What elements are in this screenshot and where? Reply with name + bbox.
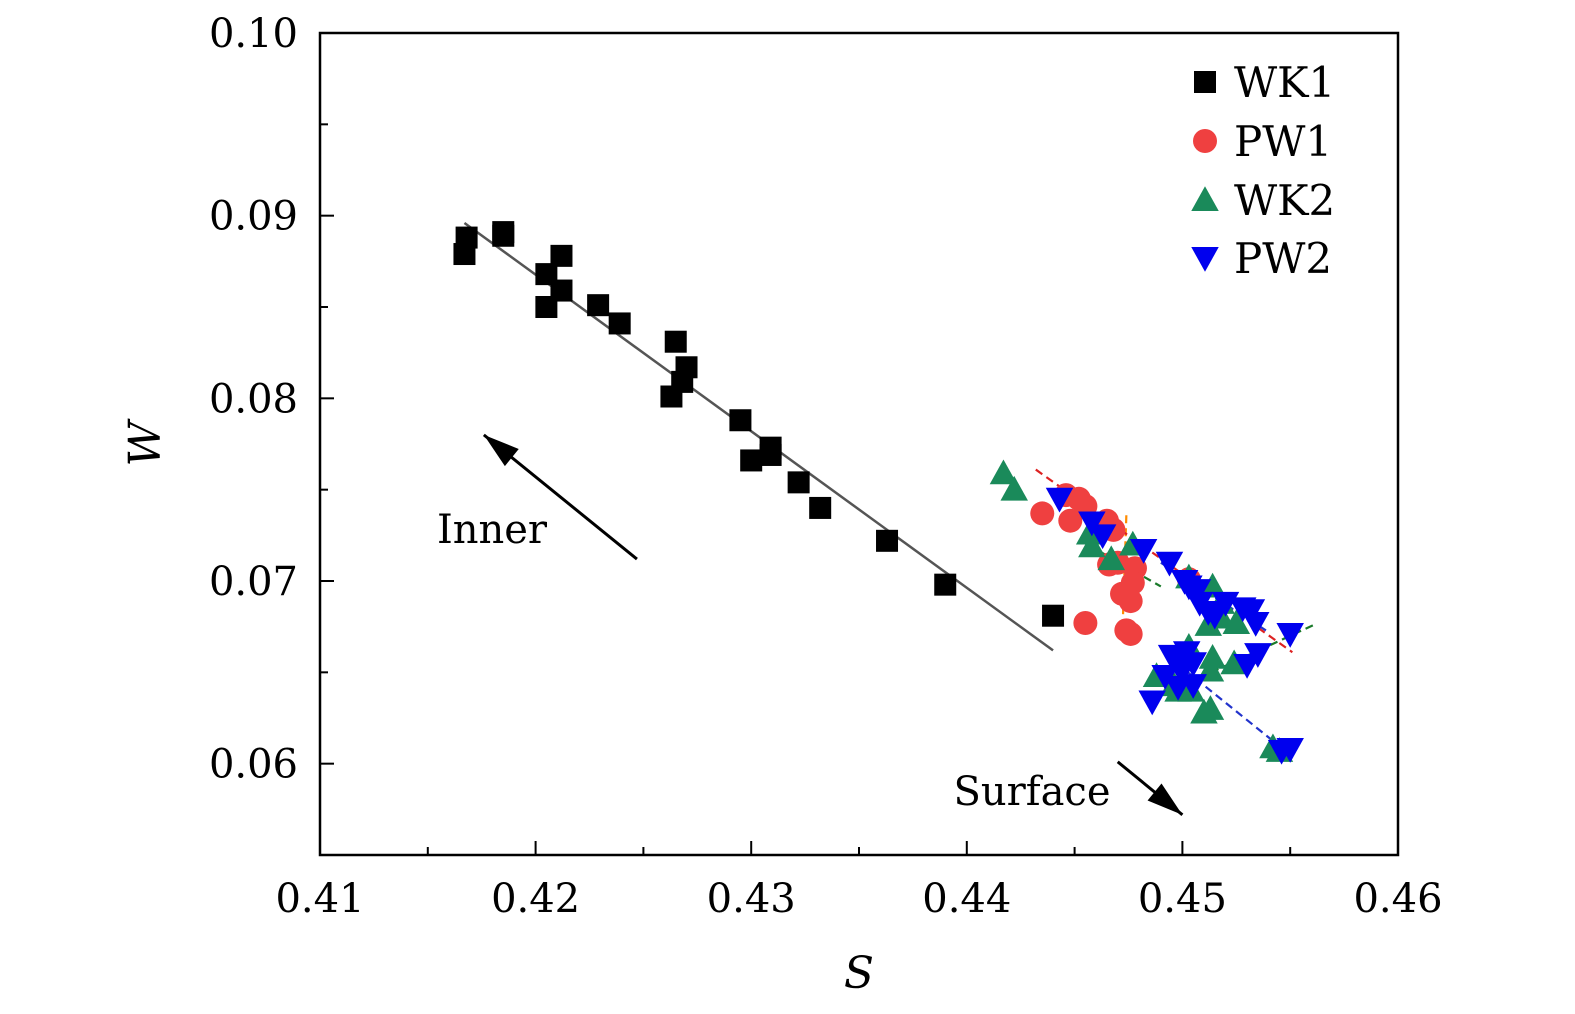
point-wk2-1 xyxy=(1000,475,1028,501)
point-wk2-4 xyxy=(1097,545,1126,571)
inner-arrow-head xyxy=(483,434,519,467)
annotations: Inner Surface xyxy=(437,433,1184,816)
point-wk1-1 xyxy=(455,226,478,249)
point-wk1-17 xyxy=(759,443,782,466)
y-tick-label: 0.07 xyxy=(209,559,298,605)
point-wk1-13 xyxy=(675,356,698,379)
point-wk1-15 xyxy=(740,449,763,472)
series-pw2 xyxy=(1045,487,1304,765)
y-tick-label: 0.10 xyxy=(209,11,298,57)
point-wk1-22 xyxy=(1042,604,1065,627)
data-points xyxy=(453,221,1304,765)
legend-label-wk1: WK1 xyxy=(1234,58,1335,107)
point-pw2-2 xyxy=(1088,524,1117,550)
point-pw2-10 xyxy=(1200,604,1229,630)
point-pw2-13 xyxy=(1237,599,1266,624)
point-wk1-9 xyxy=(608,312,631,335)
surface-arrow-head xyxy=(1147,783,1183,815)
y-axis-title: W xyxy=(120,418,171,467)
point-wk2-11 xyxy=(1222,609,1251,635)
legend-marker-pw1 xyxy=(1193,129,1217,153)
x-tick-label: 0.45 xyxy=(1138,876,1227,922)
legend-label-pw1: PW1 xyxy=(1234,117,1332,166)
point-wk2-3 xyxy=(1078,532,1106,558)
point-pw2-3 xyxy=(1129,538,1158,564)
legend-marker-pw2 xyxy=(1191,247,1219,272)
x-tick-label: 0.46 xyxy=(1353,876,1442,922)
point-wk1-7 xyxy=(550,279,573,302)
point-pw1-4 xyxy=(1058,508,1083,533)
point-wk1-6 xyxy=(550,244,573,267)
point-wk1-18 xyxy=(787,471,810,494)
axis-ticks xyxy=(319,32,1399,855)
point-wk2-13 xyxy=(1198,643,1227,669)
point-wk1-14 xyxy=(729,409,752,432)
point-pw2-0 xyxy=(1045,487,1074,513)
y-tick-label: 0.08 xyxy=(209,376,298,422)
point-wk1-8 xyxy=(587,294,610,317)
point-pw1-15 xyxy=(1073,611,1098,636)
point-pw1-0 xyxy=(1030,501,1055,526)
point-pw2-24 xyxy=(1168,659,1197,685)
legend-marker-wk1 xyxy=(1194,71,1216,93)
point-pw1-12 xyxy=(1118,589,1143,614)
point-wk1-21 xyxy=(934,573,957,596)
point-pw2-15 xyxy=(1276,622,1304,648)
legend-label-pw2: PW2 xyxy=(1234,234,1332,283)
x-tick-label: 0.42 xyxy=(491,876,580,922)
point-pw2-28 xyxy=(1276,738,1304,763)
legend: WK1 PW1 WK2 PW2 xyxy=(1191,58,1335,283)
point-pw1-14 xyxy=(1118,621,1143,646)
point-wk1-10 xyxy=(664,330,687,353)
axis-tick-labels: 0.41 0.42 0.43 0.44 0.45 0.46 0.06 0.07 0.08 0.09… xyxy=(209,11,1443,922)
point-wk1-3 xyxy=(492,221,515,244)
legend-marker-wk2 xyxy=(1191,186,1219,211)
point-wk1-19 xyxy=(809,496,832,519)
point-wk2-14 xyxy=(1220,649,1248,675)
inner-label: Inner xyxy=(437,507,548,553)
point-pw2-17 xyxy=(1233,654,1261,679)
point-wk2-0 xyxy=(989,459,1018,485)
point-pw2-26 xyxy=(1138,690,1166,716)
x-tick-label: 0.41 xyxy=(275,876,364,922)
point-pw2-14 xyxy=(1241,612,1270,637)
legend-label-wk2: WK2 xyxy=(1234,176,1335,225)
point-pw2-4 xyxy=(1155,551,1184,577)
point-pw2-7 xyxy=(1183,579,1212,604)
surface-label: Surface xyxy=(953,769,1110,815)
y-tick-label: 0.09 xyxy=(209,194,298,240)
x-tick-label: 0.43 xyxy=(707,876,796,922)
point-pw2-1 xyxy=(1078,511,1106,537)
point-wk1-20 xyxy=(876,529,899,552)
y-tick-label: 0.06 xyxy=(209,742,298,788)
x-axis-title: S xyxy=(844,948,874,999)
point-wk2-19 xyxy=(1190,698,1218,724)
point-pw2-25 xyxy=(1179,674,1207,699)
point-wk2-7 xyxy=(1198,572,1227,598)
series-wk1 xyxy=(453,221,1065,627)
x-tick-label: 0.44 xyxy=(922,876,1011,922)
